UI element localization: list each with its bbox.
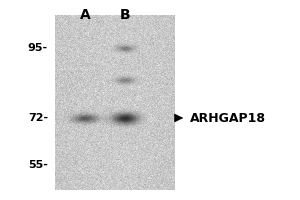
Text: 55-: 55- [28,160,48,170]
Text: 95-: 95- [28,43,48,53]
Text: A: A [80,8,90,22]
Text: B: B [120,8,130,22]
Text: 72-: 72- [28,113,48,123]
Text: ARHGAP18: ARHGAP18 [190,112,266,124]
